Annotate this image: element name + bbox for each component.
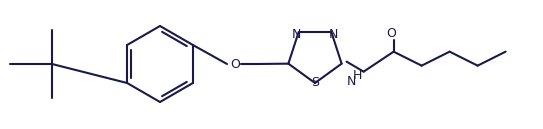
Text: N: N: [347, 75, 356, 88]
Text: O: O: [387, 27, 396, 40]
Text: H: H: [353, 69, 362, 82]
Text: N: N: [329, 28, 338, 41]
Text: N: N: [292, 28, 301, 41]
Text: S: S: [311, 76, 319, 90]
Text: O: O: [230, 58, 240, 71]
